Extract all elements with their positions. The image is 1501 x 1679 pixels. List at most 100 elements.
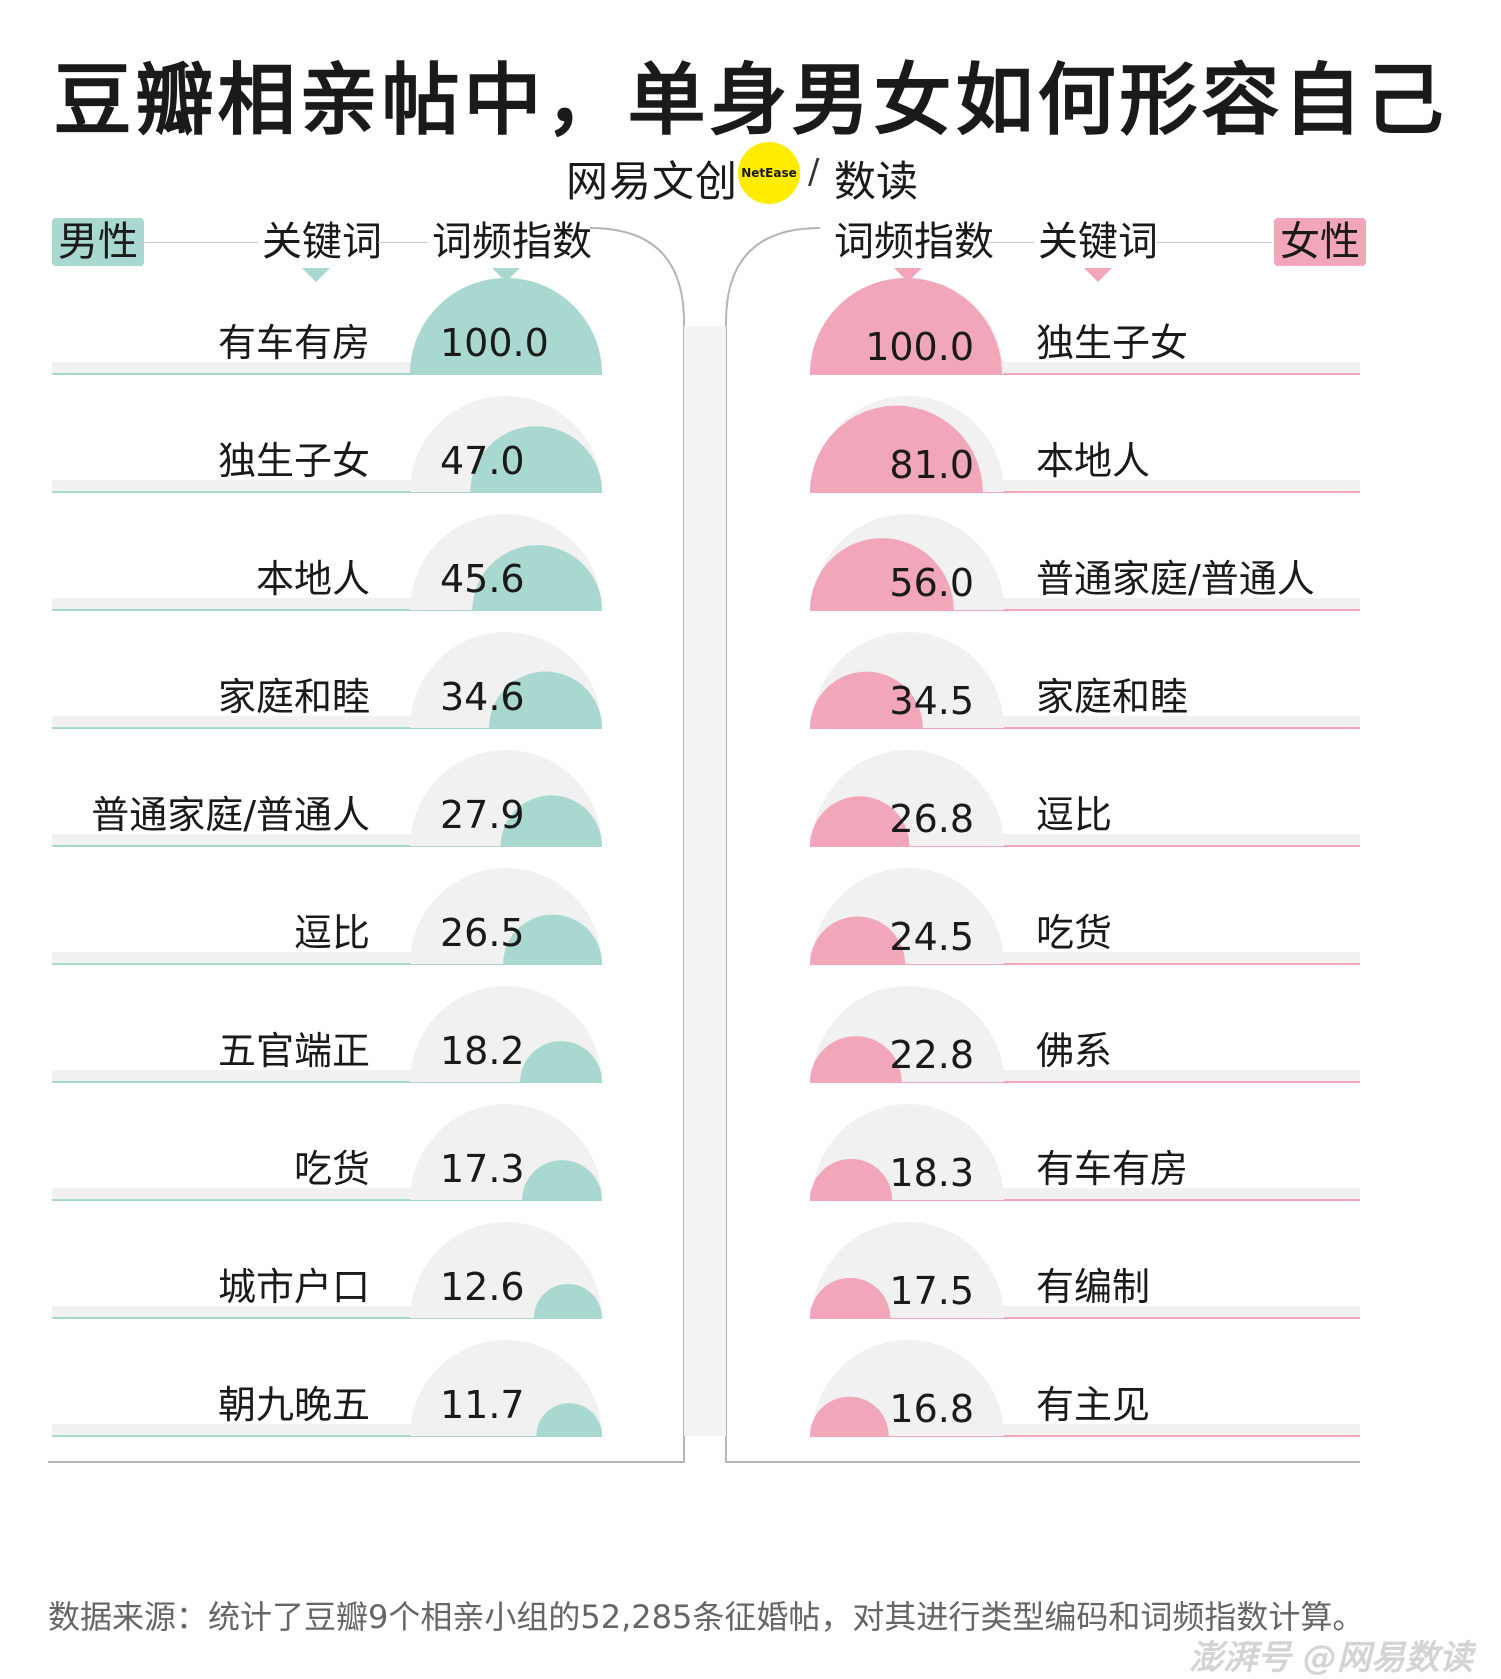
female-row: 56.0 普通家庭/普通人 xyxy=(810,514,1360,611)
male-value-label: 12.6 xyxy=(440,1265,525,1309)
female-value-label: 22.8 xyxy=(889,1033,974,1077)
male-value-label: 26.5 xyxy=(440,911,525,955)
male-value-label: 18.2 xyxy=(440,1029,525,1073)
male-value-label: 45.6 xyxy=(440,557,525,601)
female-value-label: 81.0 xyxy=(889,443,974,487)
male-keyword-label: 有车有房 xyxy=(218,321,370,365)
female-row: 18.3 有车有房 xyxy=(810,1104,1360,1201)
female-keyword-label: 有车有房 xyxy=(1036,1147,1188,1191)
male-row: 家庭和睦 34.6 xyxy=(52,632,602,729)
brand-slash: / xyxy=(808,152,820,192)
female-row: 17.5 有编制 xyxy=(810,1222,1360,1319)
male-row: 独生子女 47.0 xyxy=(52,396,602,493)
male-keyword-label: 家庭和睦 xyxy=(218,675,370,719)
female-value-mark xyxy=(810,796,910,846)
brand-subname: 数读 xyxy=(834,157,919,206)
female-keyword-header: 关键词 xyxy=(1038,219,1158,265)
female-keyword-label: 本地人 xyxy=(1036,439,1150,483)
female-value-mark xyxy=(810,1158,893,1200)
female-row: 24.5 吃货 xyxy=(810,868,1360,965)
male-row: 有车有房 100.0 xyxy=(52,278,602,375)
male-panel-frame xyxy=(48,227,685,1463)
male-keyword-label: 朝九晚五 xyxy=(218,1383,370,1427)
header-line xyxy=(988,242,1034,243)
female-row: 81.0 本地人 xyxy=(810,396,1360,493)
watermark: 澎湃号 @网易数读 xyxy=(1189,1638,1473,1678)
female-panel-frame xyxy=(725,227,1360,1463)
female-value-label: 16.8 xyxy=(889,1387,974,1431)
male-keyword-label: 独生子女 xyxy=(218,439,370,483)
male-value-mark xyxy=(522,1160,602,1200)
brand-logo: 网易文创 NetEase / 数读 xyxy=(0,142,1501,206)
female-value-mark xyxy=(810,1277,891,1318)
male-keyword-header: 关键词 xyxy=(262,219,382,265)
female-keyword-label: 独生子女 xyxy=(1036,321,1188,365)
brand-name: 网易文创 xyxy=(565,157,738,206)
female-row: 26.8 逗比 xyxy=(810,750,1360,847)
header-line xyxy=(1156,242,1272,243)
data-source-note: 数据来源：统计了豆瓣9个相亲小组的52,285条征婚帖，对其进行类型编码和词频指… xyxy=(48,1598,1365,1636)
female-row: 16.8 有主见 xyxy=(810,1340,1360,1437)
female-keyword-label: 有编制 xyxy=(1036,1265,1150,1309)
male-row: 五官端正 18.2 xyxy=(52,986,602,1083)
male-value-mark xyxy=(520,1041,602,1082)
header-line xyxy=(378,242,428,243)
female-value-label: 18.3 xyxy=(889,1151,974,1195)
female-value-label: 26.8 xyxy=(889,797,974,841)
male-keyword-label: 吃货 xyxy=(294,1147,370,1191)
male-keyword-label: 普通家庭/普通人 xyxy=(91,793,370,837)
male-value-mark xyxy=(489,671,602,728)
male-value-label: 100.0 xyxy=(440,321,549,365)
male-keyword-label: 五官端正 xyxy=(218,1029,370,1073)
female-value-mark xyxy=(810,1036,902,1082)
female-keyword-label: 普通家庭/普通人 xyxy=(1036,557,1315,601)
female-value-mark xyxy=(810,278,1002,374)
female-value-label: 34.5 xyxy=(889,679,974,723)
female-value-mark xyxy=(810,671,923,728)
male-value-label: 34.6 xyxy=(440,675,525,719)
female-keyword-label: 吃货 xyxy=(1036,911,1112,955)
male-keyword-label: 逗比 xyxy=(294,911,370,955)
male-value-label: 11.7 xyxy=(440,1383,525,1427)
female-value-label: 24.5 xyxy=(889,915,974,959)
male-value-mark xyxy=(410,278,602,374)
center-divider xyxy=(684,326,726,1436)
male-value-mark xyxy=(536,1403,602,1436)
female-keyword-label: 有主见 xyxy=(1036,1383,1150,1427)
female-row: 100.0 独生子女 xyxy=(810,278,1360,375)
male-keyword-label: 本地人 xyxy=(256,557,370,601)
male-row: 城市户口 12.6 xyxy=(52,1222,602,1319)
male-value-mark xyxy=(470,426,602,492)
male-value-label: 47.0 xyxy=(440,439,525,483)
female-value-mark xyxy=(810,916,906,964)
male-value-label: 17.3 xyxy=(440,1147,525,1191)
female-badge: 女性 xyxy=(1274,218,1366,266)
female-value-label: 17.5 xyxy=(889,1269,974,1313)
female-keyword-label: 家庭和睦 xyxy=(1036,675,1188,719)
female-value-label: 56.0 xyxy=(889,561,974,605)
male-row: 逗比 26.5 xyxy=(52,868,602,965)
male-row: 普通家庭/普通人 27.9 xyxy=(52,750,602,847)
male-value-label: 27.9 xyxy=(440,793,525,837)
female-value-mark xyxy=(810,538,954,610)
female-keyword-label: 逗比 xyxy=(1036,793,1112,837)
male-keyword-arrow-icon xyxy=(302,268,330,282)
male-value-mark xyxy=(500,795,602,846)
male-row: 吃货 17.3 xyxy=(52,1104,602,1201)
male-keyword-label: 城市户口 xyxy=(218,1265,370,1309)
brand-circle-icon: NetEase xyxy=(738,142,800,204)
female-index-header: 词频指数 xyxy=(834,219,994,265)
female-value-mark xyxy=(810,1396,889,1436)
page-title: 豆瓣相亲帖中，单身男女如何形容自己 xyxy=(53,56,1448,146)
male-badge: 男性 xyxy=(52,218,144,266)
male-row: 朝九晚五 11.7 xyxy=(52,1340,602,1437)
header-line xyxy=(140,242,258,243)
male-value-mark xyxy=(472,545,602,610)
female-keyword-label: 佛系 xyxy=(1036,1029,1112,1073)
female-value-label: 100.0 xyxy=(865,325,974,369)
female-row: 22.8 佛系 xyxy=(810,986,1360,1083)
female-value-mark xyxy=(810,405,983,492)
male-row: 本地人 45.6 xyxy=(52,514,602,611)
